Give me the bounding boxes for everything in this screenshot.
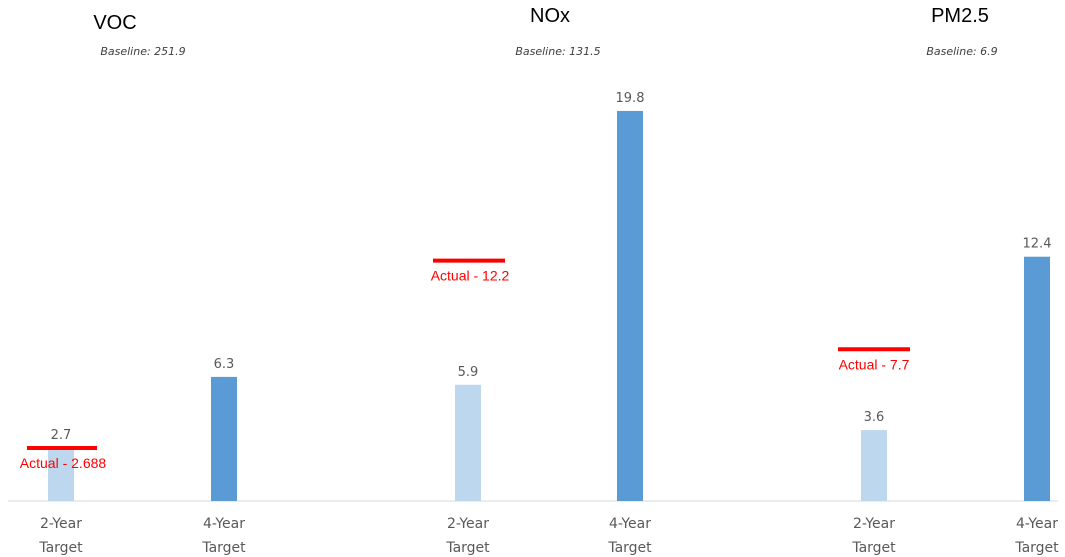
- panel-title-voc: VOC: [93, 12, 136, 34]
- value-label-voc-4-year: 6.3: [214, 357, 235, 372]
- bar-pm25-4-year-target: [1024, 256, 1050, 501]
- baseline-label-pm25: Baseline: 6.9: [926, 45, 997, 58]
- x-label-pm25-4-year-line2: Target: [1014, 540, 1059, 556]
- x-label-pm25-2-year-line2: Target: [851, 540, 896, 556]
- baseline-label-nox: Baseline: 131.5: [515, 45, 600, 58]
- x-label-nox-4-year-line1: 4-Year: [609, 516, 651, 532]
- x-label-voc-2-year-line1: 2-Year: [40, 516, 82, 532]
- bar-voc-2-year-target: [48, 447, 74, 501]
- x-label-pm25-4-year-line1: 4-Year: [1016, 516, 1058, 532]
- x-label-pm25-2-year-line1: 2-Year: [853, 516, 895, 532]
- bar-voc-4-year-target: [211, 376, 237, 501]
- bar-nox-4-year-target: [617, 110, 643, 501]
- value-label-pm25-2-year: 3.6: [864, 410, 885, 425]
- x-label-voc-4-year-line1: 4-Year: [203, 516, 245, 532]
- x-label-voc-4-year-line2: Target: [201, 540, 246, 556]
- actual-label-nox: Actual - 12.2: [431, 268, 510, 284]
- panel-title-pm25: PM2.5: [931, 5, 989, 27]
- bar-nox-2-year-target: [455, 384, 481, 501]
- x-label-voc-2-year-line2: Target: [38, 540, 83, 556]
- value-label-pm25-4-year: 12.4: [1023, 237, 1052, 252]
- actual-label-pm25: Actual - 7.7: [839, 356, 910, 372]
- actual-label-voc: Actual - 2.688: [20, 455, 107, 471]
- bar-pm25-2-year-target: [861, 430, 887, 501]
- panel-title-nox: NOx: [530, 5, 570, 27]
- x-label-nox-4-year-line2: Target: [607, 540, 652, 556]
- value-label-nox-4-year: 19.8: [616, 91, 645, 106]
- baseline-label-voc: Baseline: 251.9: [100, 45, 185, 58]
- value-label-voc-2-year: 2.7: [51, 428, 72, 443]
- x-label-nox-2-year-line1: 2-Year: [447, 516, 489, 532]
- x-label-nox-2-year-line2: Target: [445, 540, 490, 556]
- value-label-nox-2-year: 5.9: [458, 365, 479, 380]
